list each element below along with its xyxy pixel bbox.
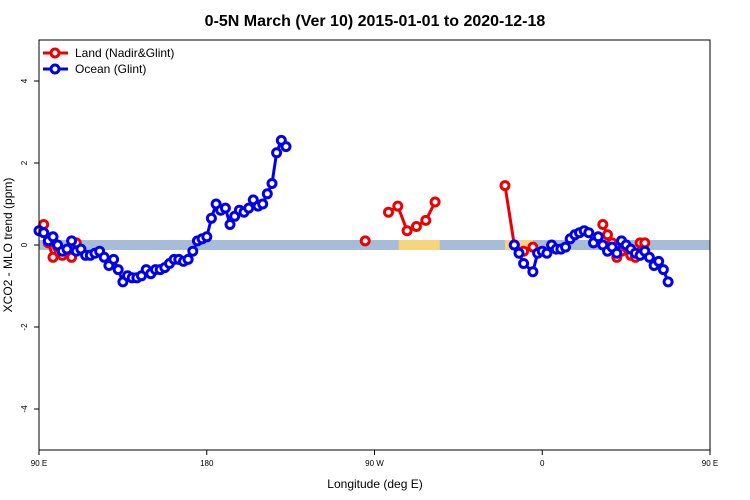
x-axis-label: Longitude (deg E) [327, 477, 422, 491]
data-point [359, 235, 371, 247]
data-point [401, 225, 413, 237]
data-point [602, 229, 613, 241]
legend-ocean-label: Ocean (Glint) [75, 62, 146, 76]
data-point [518, 258, 530, 269]
y-tick-label: -4 [20, 405, 29, 413]
data-point [66, 235, 78, 247]
x-tick-label: 180 [200, 459, 214, 468]
chart-title: 0-5N March (Ver 10) 2015-01-01 to 2020-1… [205, 13, 546, 30]
data-point [527, 266, 539, 278]
data-point [61, 243, 73, 255]
y-tick-label: -2 [20, 323, 29, 331]
data-point [219, 202, 231, 214]
x-tick-label: 90 W [365, 459, 384, 468]
legend-item-land: Land (Nadir&Glint) [43, 46, 174, 60]
x-tick-label: 90 E [702, 459, 718, 468]
y-tick-label: 0 [20, 242, 29, 247]
data-point [597, 219, 609, 230]
data-point [224, 219, 236, 230]
legend: Land (Nadir&Glint) Ocean (Glint) [43, 46, 174, 76]
legend-land-label: Land (Nadir&Glint) [75, 46, 174, 60]
data-point [112, 264, 124, 276]
data-point [653, 255, 665, 267]
data-point [592, 231, 604, 243]
data-point [611, 247, 623, 259]
data-point [98, 251, 110, 263]
data-point [420, 214, 432, 226]
data-point [271, 147, 283, 159]
data-point [541, 247, 553, 259]
data-point [643, 251, 655, 263]
series-ocean [33, 134, 674, 288]
data-point [499, 180, 511, 192]
legend-ocean-marker [49, 63, 61, 75]
data-point [108, 253, 120, 265]
data-point [662, 276, 674, 288]
y-tick-label: 4 [20, 78, 29, 83]
data-point [47, 251, 59, 263]
data-point [182, 253, 194, 265]
y-tick-label: 2 [20, 160, 29, 165]
data-point [187, 245, 199, 257]
x-tick-label: 0 [540, 459, 545, 468]
legend-land-marker [49, 47, 61, 59]
data-point [201, 231, 213, 243]
x-axis: 90 E 180 90 W 0 90 E [31, 450, 718, 468]
data-point [243, 202, 255, 214]
x-tick-label: 90 E [31, 459, 47, 468]
series-layer [33, 134, 674, 288]
y-axis-label: XCO2 - MLO trend (ppm) [1, 178, 15, 313]
data-point [280, 141, 292, 153]
data-point [508, 239, 520, 251]
data-point [410, 221, 422, 232]
data-point [583, 227, 595, 239]
y-axis: -4 -2 0 2 4 [20, 78, 39, 413]
data-point [47, 231, 59, 243]
data-point [657, 264, 669, 276]
data-point [383, 206, 394, 218]
data-point [38, 227, 50, 239]
data-point [513, 247, 525, 259]
data-point [261, 188, 273, 200]
data-point [266, 178, 278, 189]
legend-item-ocean: Ocean (Glint) [43, 62, 146, 76]
data-point [429, 196, 441, 208]
data-point [257, 198, 269, 210]
data-point [205, 212, 217, 224]
data-point [392, 200, 404, 212]
data-point [560, 241, 571, 253]
